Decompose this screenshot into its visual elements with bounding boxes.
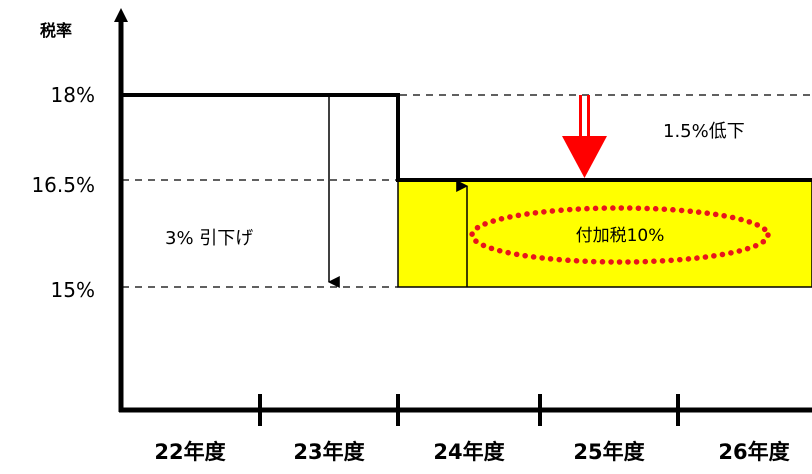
decrease-arrow [562, 95, 607, 178]
y-axis-arrowhead [114, 8, 128, 22]
year-label-26: 26年度 [718, 440, 789, 464]
year-label-25: 25年度 [573, 440, 644, 464]
cut-label: 3% 引下げ [165, 228, 253, 249]
decrease-label: 1.5%低下 [663, 121, 745, 142]
year-label-22: 22年度 [154, 440, 225, 464]
rate-label-165: 16.5% [31, 173, 95, 197]
rate-label-15: 15% [51, 278, 95, 302]
rate-label-18: 18% [51, 83, 95, 107]
y-axis-title: 税率 [40, 21, 72, 40]
surtax-dotted-ellipse [469, 205, 771, 265]
year-label-23: 23年度 [293, 440, 364, 464]
year-label-24: 24年度 [433, 440, 504, 464]
surtax-label: 付加税10% [576, 226, 665, 246]
tax-rate-line [121, 93, 812, 182]
